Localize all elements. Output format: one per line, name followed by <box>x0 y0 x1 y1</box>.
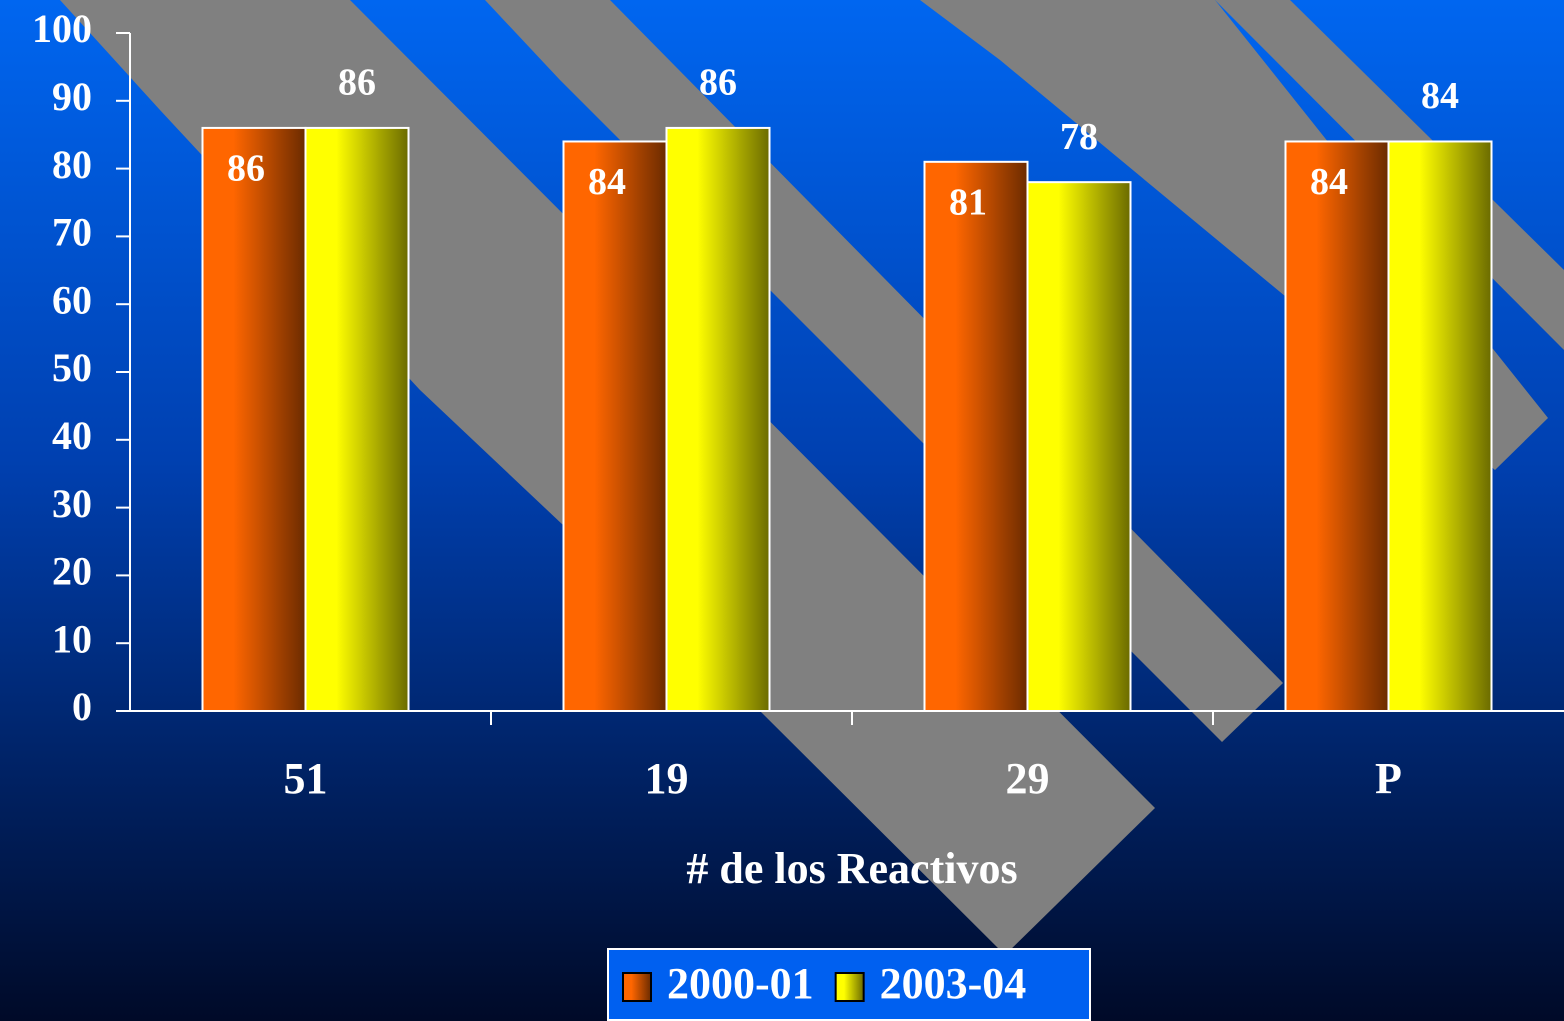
x-tick-label: 51 <box>284 754 328 803</box>
data-label: 84 <box>1310 161 1348 203</box>
y-tick-label: 90 <box>52 74 92 119</box>
legend-label: 2003-04 <box>880 959 1027 1008</box>
y-tick-label: 40 <box>52 413 92 458</box>
x-tick-label: 29 <box>1006 754 1050 803</box>
bar <box>562 140 668 713</box>
data-label: 84 <box>1421 75 1459 117</box>
data-label: 81 <box>949 182 987 224</box>
y-tick-label: 0 <box>72 684 92 729</box>
legend: 2000-01 2003-04 <box>607 948 1091 1021</box>
data-label: 84 <box>588 161 626 203</box>
y-tick-label: 50 <box>52 345 92 390</box>
bar <box>665 126 771 713</box>
bar <box>201 126 307 713</box>
y-tick-label: 20 <box>52 549 92 594</box>
bar <box>304 126 410 713</box>
y-tick-label: 80 <box>52 142 92 187</box>
data-label: 86 <box>699 62 737 104</box>
y-tick-label: 10 <box>52 616 92 661</box>
y-tick-label: 70 <box>52 210 92 255</box>
legend-label: 2000-01 <box>667 959 814 1008</box>
plot: 0 10 20 30 40 50 60 70 80 90 100 51 86 86 19 84 86 29 81 78… <box>32 6 1564 1021</box>
bar <box>1387 140 1493 713</box>
y-tick-label: 100 <box>32 6 92 51</box>
data-label: 86 <box>227 148 265 190</box>
data-label: 86 <box>338 62 376 104</box>
y-tick-label: 30 <box>52 481 92 526</box>
x-axis-title: # de los Reactivos <box>686 844 1017 893</box>
legend-swatch <box>622 972 652 1002</box>
x-tick-label: P <box>1375 754 1402 803</box>
x-tick-label: 19 <box>645 754 689 803</box>
bar <box>923 160 1029 712</box>
data-label: 78 <box>1060 116 1098 158</box>
legend-swatch <box>834 972 865 1002</box>
y-tick-label: 60 <box>52 277 92 322</box>
bar <box>1026 181 1132 713</box>
bar <box>1284 140 1390 713</box>
